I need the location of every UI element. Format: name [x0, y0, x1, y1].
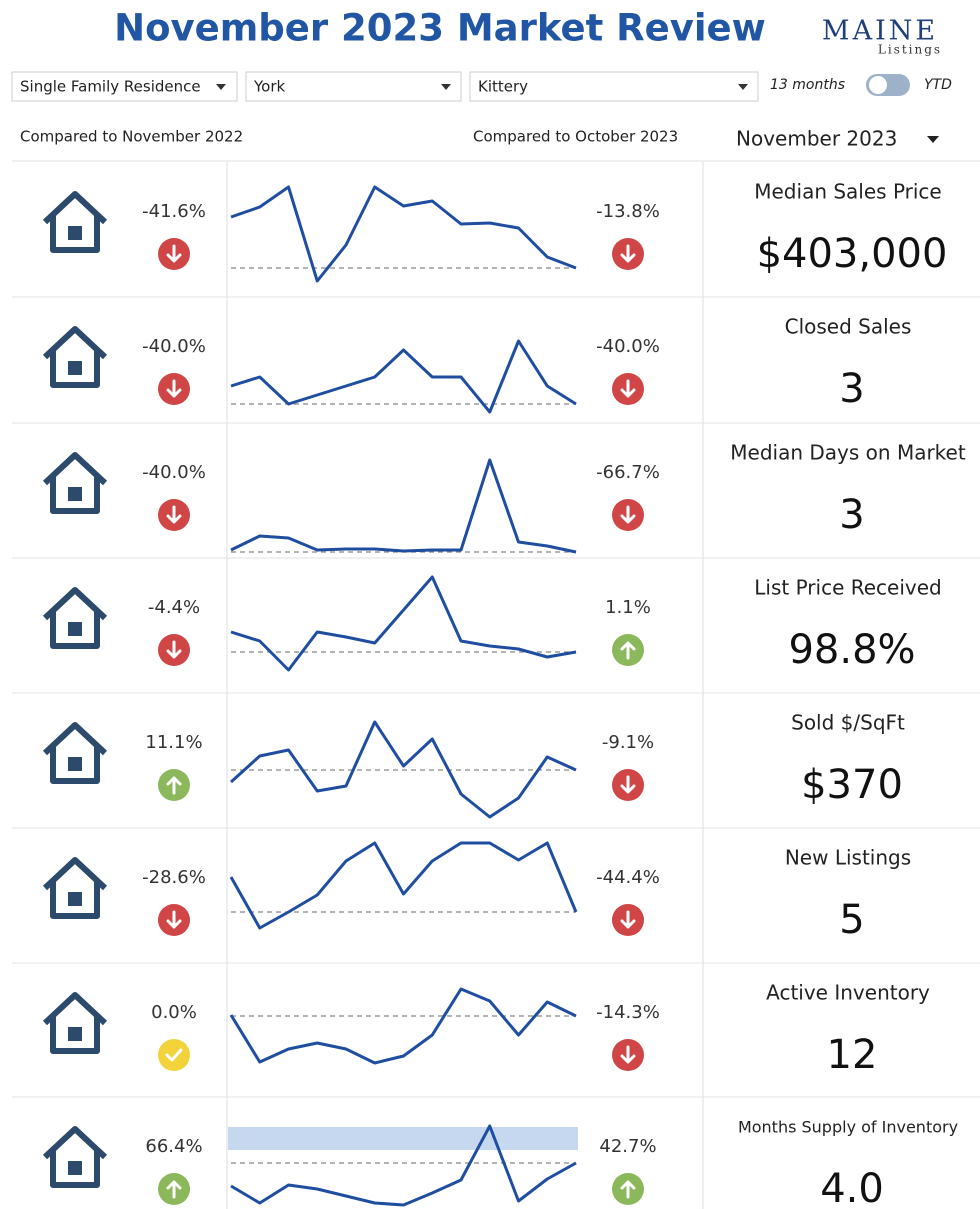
mom-change: 42.7%	[599, 1136, 656, 1157]
target-band	[228, 1127, 578, 1150]
metric-name: Median Days on Market	[730, 441, 966, 465]
trend-badge	[158, 1039, 190, 1071]
trend-arrow	[166, 505, 182, 524]
yoy-change: -4.4%	[148, 597, 200, 618]
dropdown-text: Kittery	[478, 78, 528, 96]
metric-icon	[42, 326, 108, 388]
mom-change: -44.4%	[596, 867, 660, 888]
metric-icon	[42, 992, 108, 1054]
metric-icon	[42, 1126, 108, 1188]
metric-icon	[42, 452, 108, 514]
trend-arrow	[620, 1180, 636, 1199]
metric-value: 3	[839, 366, 864, 412]
dropdown-text: York	[253, 78, 286, 96]
yoy-change: -40.0%	[142, 336, 206, 357]
mom-change: -66.7%	[596, 462, 660, 483]
metric-icon-detail	[68, 361, 82, 375]
dropdown-arrow	[927, 136, 939, 143]
metric-name: Months Supply of Inventory	[738, 1118, 958, 1137]
mom-change: -14.3%	[596, 1002, 660, 1023]
sparkline	[230, 575, 577, 672]
metric-icon	[42, 587, 108, 649]
yoy-change: -28.6%	[142, 867, 206, 888]
trend-arrow	[620, 910, 636, 929]
metric-name: Active Inventory	[766, 981, 930, 1005]
metric-icon-detail	[68, 1027, 82, 1041]
metric-name: List Price Received	[754, 576, 941, 600]
trend-arrow	[166, 379, 182, 398]
page-title: November 2023 Market Review	[114, 7, 766, 50]
metric-value: 3	[839, 492, 864, 538]
yoy-change: 66.4%	[145, 1136, 202, 1157]
metric-value: $403,000	[757, 231, 948, 277]
metric-value: $370	[801, 762, 903, 808]
filter-town[interactable]: Kittery	[469, 71, 759, 102]
metric-value: 4.0	[820, 1166, 884, 1209]
mom-change: 1.1%	[605, 597, 651, 618]
period-dropdown[interactable]: November 2023	[736, 127, 939, 151]
metric-icon-detail	[68, 757, 82, 771]
period-text: November 2023	[736, 127, 897, 151]
trend-arrow	[166, 640, 182, 659]
dropdown-box[interactable]	[469, 71, 759, 102]
metric-icon-detail	[68, 1161, 82, 1175]
toggle-knob	[869, 76, 887, 94]
metric-icon	[42, 857, 108, 919]
dropdown-arrow	[441, 84, 451, 90]
mom-change: -40.0%	[596, 336, 660, 357]
trend-arrow	[166, 1180, 182, 1199]
trend-arrow	[620, 505, 636, 524]
mom-change: -13.8%	[596, 201, 660, 222]
sparkline	[230, 339, 577, 414]
trend-arrow	[166, 910, 182, 929]
sparkline	[230, 1124, 577, 1207]
metric-icon-detail	[68, 622, 82, 636]
yoy-change: -41.6%	[142, 201, 206, 222]
metric-icon-detail	[68, 892, 82, 906]
dropdown-text: Single Family Residence	[20, 78, 201, 96]
dropdown-box[interactable]	[11, 71, 238, 102]
mom-heading: Compared to October 2023	[473, 128, 678, 146]
toggle-right: YTD	[924, 77, 952, 93]
filter-property[interactable]: Single Family Residence	[11, 71, 238, 102]
toggle-left: 13 months	[770, 77, 845, 93]
mom-change: -9.1%	[602, 732, 654, 753]
yoy-heading: Compared to November 2022	[20, 128, 243, 146]
yoy-change: 11.1%	[145, 732, 202, 753]
dropdown-arrow	[738, 84, 748, 90]
metric-name: Closed Sales	[785, 315, 912, 339]
trend-arrow	[620, 244, 636, 263]
sparkline	[229, 841, 578, 930]
metric-icon	[42, 722, 108, 784]
metric-icon	[42, 191, 108, 253]
yoy-change: -40.0%	[142, 462, 206, 483]
trend-arrow	[620, 379, 636, 398]
logo-sub: Listings	[878, 43, 942, 57]
metric-name: New Listings	[785, 846, 911, 870]
metric-icon-detail	[68, 226, 82, 240]
metric-value: 5	[839, 897, 864, 943]
metric-name: Sold $/SqFt	[791, 711, 905, 735]
yoy-change: 0.0%	[151, 1002, 197, 1023]
metric-name: Median Sales Price	[754, 180, 941, 204]
logo: MAINE	[822, 16, 938, 47]
trend-arrow	[166, 776, 182, 795]
trend-arrow	[620, 1045, 636, 1064]
trend-arrow	[620, 775, 636, 794]
metric-value: 98.8%	[788, 627, 915, 673]
sparkline	[230, 458, 577, 554]
toggle[interactable]	[866, 74, 910, 96]
sparkline	[229, 987, 577, 1065]
dropdown-box[interactable]	[245, 71, 462, 102]
filter-county[interactable]: York	[245, 71, 462, 102]
metric-icon-detail	[68, 487, 82, 501]
dropdown-arrow	[216, 84, 226, 90]
trend-arrow	[620, 641, 636, 660]
metric-value: 12	[827, 1032, 878, 1078]
sparkline	[230, 185, 577, 283]
trend-arrow	[166, 244, 182, 263]
trend-arrow	[165, 1048, 183, 1062]
sparkline	[229, 720, 577, 819]
